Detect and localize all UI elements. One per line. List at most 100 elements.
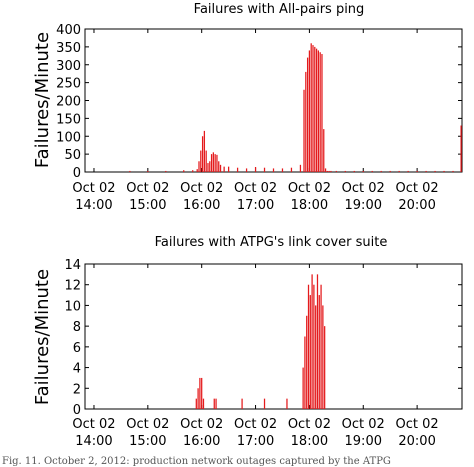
data-bar (425, 170, 427, 172)
y-tick-label: 2 (73, 382, 81, 397)
x-tick-label-time: 17:00 (237, 434, 274, 449)
data-bar (318, 295, 320, 409)
data-bar (460, 125, 462, 172)
y-tick-label: 250 (56, 77, 81, 92)
x-tick-label-time: 17:00 (237, 198, 274, 213)
x-tick-label-date: Oct 02 (234, 417, 277, 432)
x-tick-label-date: Oct 02 (180, 181, 223, 196)
data-bar (129, 170, 131, 172)
x-tick-label-time: 20:00 (398, 434, 435, 449)
x-tick-label-date: Oct 02 (126, 181, 169, 196)
y-tick-label: 50 (64, 148, 81, 163)
data-bar (307, 284, 310, 409)
x-tick-label-time: 14:00 (75, 198, 112, 213)
data-bar (281, 168, 284, 172)
x-tick-label-date: Oct 02 (288, 417, 331, 432)
data-bar (305, 71, 307, 172)
y-tick-label: 12 (64, 279, 81, 294)
data-bar (434, 170, 436, 172)
data-bar (272, 168, 275, 172)
data-bar (353, 170, 355, 172)
x-tick-label-time: 15:00 (129, 434, 166, 449)
data-bar (398, 170, 400, 172)
data-bar (195, 398, 197, 409)
y-tick-label: 150 (56, 112, 81, 127)
x-tick-label-time: 15:00 (129, 198, 166, 213)
data-bar (306, 315, 308, 409)
data-bar (286, 398, 288, 409)
x-tick-label-time: 14:00 (75, 434, 112, 449)
data-bar (245, 168, 248, 172)
data-bar (183, 170, 185, 172)
y-tick-label: 10 (64, 299, 81, 314)
x-tick-label-time: 18:00 (291, 198, 328, 213)
data-bar (219, 164, 222, 172)
chart-1-title: Failures with All-pairs ping (194, 2, 365, 17)
y-tick-label: 4 (73, 362, 81, 377)
data-bar (263, 398, 266, 409)
x-tick-label-date: Oct 02 (126, 417, 169, 432)
x-tick-label-date: Oct 02 (234, 181, 277, 196)
x-tick-label-time: 18:00 (291, 434, 328, 449)
chart-2-ylabel: Failures/Minute (32, 269, 53, 405)
x-tick-label-time: 16:00 (183, 434, 220, 449)
data-bar (313, 284, 315, 409)
x-tick-label-time: 20:00 (398, 198, 435, 213)
data-bar (210, 154, 213, 172)
x-tick-label-time: 19:00 (345, 198, 382, 213)
data-bar (323, 129, 325, 172)
data-bar (214, 154, 216, 172)
data-bar (201, 377, 203, 409)
chart-1-ylabel: Failures/Minute (32, 32, 53, 168)
data-bar (330, 170, 332, 172)
data-bar (314, 46, 316, 172)
x-tick-label-time: 16:00 (183, 198, 220, 213)
data-bar (236, 167, 239, 172)
data-bar (290, 167, 293, 172)
data-bar (192, 170, 194, 172)
data-bar (263, 167, 266, 172)
data-bar (321, 54, 323, 172)
data-bar (324, 168, 327, 172)
y-tick-label: 8 (73, 320, 81, 335)
data-bar (198, 161, 200, 172)
chart-2-frame (84, 263, 463, 410)
data-bar (201, 136, 204, 172)
y-tick-label: 400 (56, 23, 81, 38)
x-tick-label-date: Oct 02 (288, 181, 331, 196)
data-bar (254, 166, 257, 172)
chart-1-plot: 0 50 100 150 200 250 300 350 400 Oct 02 14:00 Oct 0… (56, 23, 463, 213)
data-bar (309, 295, 311, 409)
data-bar (315, 305, 317, 409)
data-bar (344, 170, 346, 172)
data-bar (207, 163, 209, 172)
data-bar (362, 170, 364, 172)
x-tick-label-date: Oct 02 (342, 417, 385, 432)
x-tick-label-date: Oct 02 (396, 181, 439, 196)
data-bar (147, 170, 149, 172)
x-tick-label-date: Oct 02 (72, 417, 115, 432)
data-bar (371, 170, 373, 172)
data-bar (312, 45, 314, 172)
data-bar (452, 170, 454, 172)
x-tick-label-date: Oct 02 (180, 417, 223, 432)
data-bar (311, 274, 313, 409)
data-bar (322, 305, 324, 409)
chart-2-title: Failures with ATPG's link cover suite (155, 235, 388, 250)
data-bar (203, 130, 206, 172)
data-bar (317, 50, 320, 173)
data-bar (315, 48, 318, 172)
data-bar (324, 326, 326, 409)
y-tick-label: 14 (64, 258, 81, 273)
data-bar (241, 398, 243, 409)
data-bar (335, 170, 337, 172)
data-bar (380, 170, 382, 172)
data-bar (443, 170, 445, 172)
figure-caption: Fig. 11. October 2, 2012: production net… (2, 456, 391, 467)
data-bar (197, 388, 199, 409)
x-tick-label-date: Oct 02 (396, 417, 439, 432)
data-bar (209, 161, 211, 172)
x-tick-label-date: Oct 02 (72, 181, 115, 196)
data-bar (212, 152, 214, 172)
data-bar (304, 336, 306, 409)
